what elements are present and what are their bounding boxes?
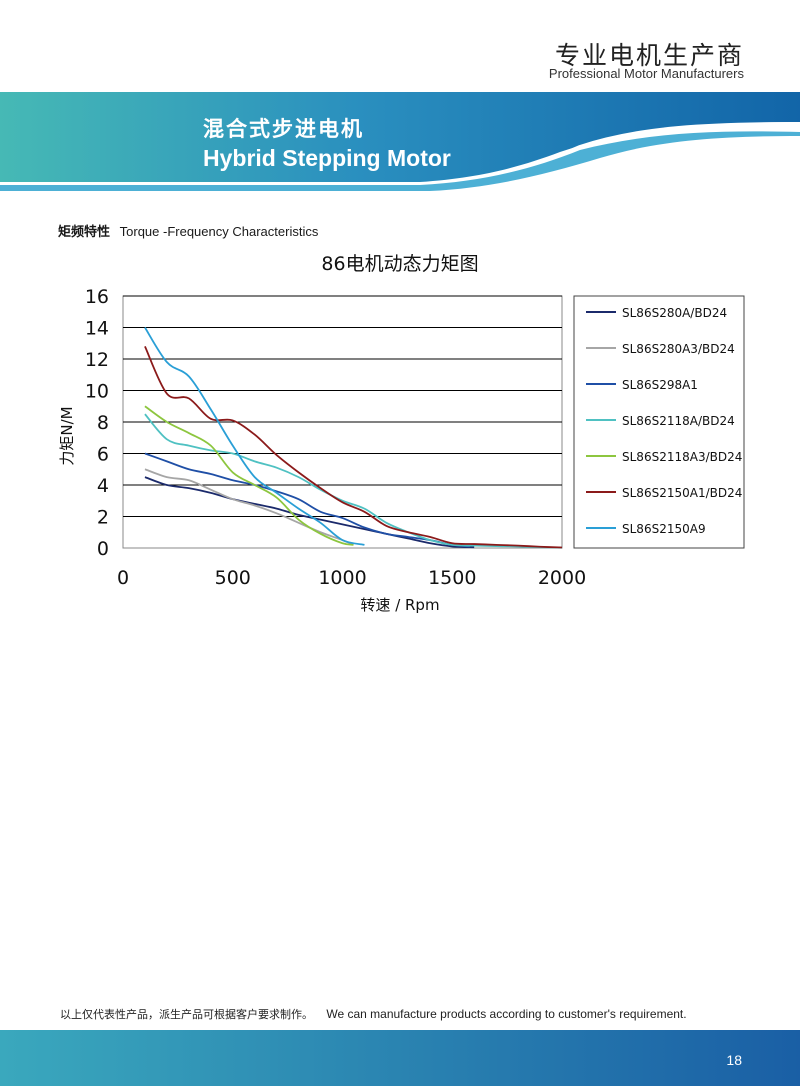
- chart-title: 86电机动态力矩图: [321, 253, 478, 275]
- brand-title-cn: 专业电机生产商: [554, 41, 744, 70]
- chart-legend: SL86S280A/BD24 SL86S280A3/BD24 SL86S298A1 S…: [573, 295, 745, 549]
- x-tick-label: 2000: [538, 567, 586, 589]
- y-tick-label: 14: [85, 318, 109, 340]
- series-line: [144, 413, 563, 549]
- page-number: 18: [726, 1052, 742, 1068]
- section-title: 矩频特性 Torque -Frequency Characteristics: [58, 221, 318, 240]
- footer-note: 以上仅代表性产品，派生产品可根据客户要求制作。 We can manufactu…: [60, 1006, 687, 1022]
- legend-label: SL86S2118A/BD24: [622, 414, 735, 428]
- x-tick-label: 500: [215, 567, 251, 589]
- legend-label: SL86S2150A1/BD24: [622, 486, 742, 500]
- series-line: [144, 346, 563, 549]
- series-line: [144, 476, 475, 549]
- banner-title-cn: 混合式步进电机: [203, 117, 364, 141]
- y-tick-label: 4: [97, 475, 109, 497]
- x-tick-label: 1500: [428, 567, 476, 589]
- banner-title-en: Hybrid Stepping Motor: [203, 145, 451, 171]
- brand-title-en: Professional Motor Manufacturers: [548, 66, 744, 81]
- x-tick-label: 1000: [318, 567, 366, 589]
- y-tick-label: 0: [97, 538, 109, 560]
- legend-label: SL86S298A1: [622, 378, 698, 392]
- x-tick-label: 0: [117, 567, 129, 589]
- header-banner: [0, 92, 800, 191]
- legend-label: SL86S280A/BD24: [622, 306, 727, 320]
- footer-bar: [0, 1030, 800, 1086]
- chart-grid: [122, 295, 563, 549]
- series-line: [144, 327, 365, 546]
- series-line: [144, 452, 470, 548]
- y-tick-label: 16: [85, 286, 109, 308]
- chart-tick-labels: 0 2 4 6 8 10 12 14 16 0 500 1000 1500 2000: [85, 286, 586, 589]
- y-axis-label: 力矩N/M: [58, 406, 76, 465]
- y-tick-label: 12: [85, 349, 109, 371]
- legend-box: [573, 295, 745, 549]
- x-axis-label: 转速 / Rpm: [360, 596, 439, 614]
- footer-note-en: We can manufacture products according to…: [326, 1007, 687, 1021]
- y-tick-label: 6: [97, 444, 109, 466]
- y-tick-label: 10: [85, 381, 109, 403]
- chart-series-lines: [144, 327, 563, 549]
- y-tick-label: 8: [97, 412, 109, 434]
- legend-label: SL86S2150A9: [622, 522, 706, 536]
- legend-label: SL86S2118A3/BD24: [622, 450, 742, 464]
- section-title-cn: 矩频特性: [58, 225, 111, 240]
- section-title-en: Torque -Frequency Characteristics: [119, 224, 319, 239]
- y-tick-label: 2: [97, 507, 109, 529]
- legend-label: SL86S280A3/BD24: [622, 342, 735, 356]
- footer-note-cn: 以上仅代表性产品，派生产品可根据客户要求制作。: [60, 1008, 313, 1021]
- series-line: [144, 468, 354, 546]
- series-line: [144, 405, 354, 546]
